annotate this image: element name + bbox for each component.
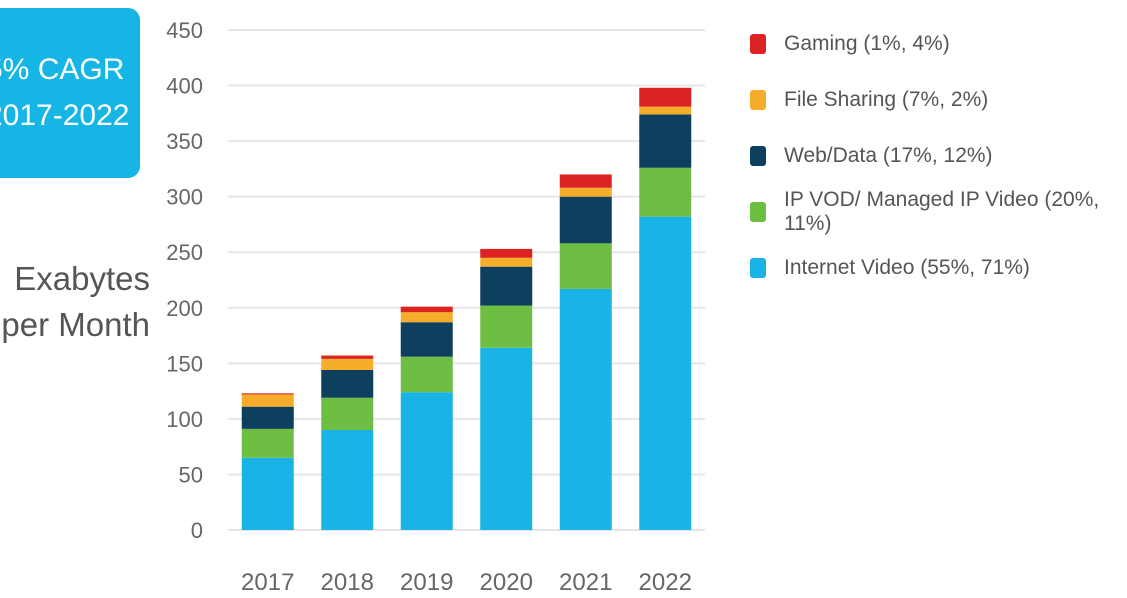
cagr-badge-line2: 2017-2022	[0, 99, 130, 132]
y-tick-label: 450	[166, 18, 203, 43]
legend-item-internet-video: Internet Video (55%, 71%)	[750, 240, 1127, 296]
bar-segment	[480, 305, 533, 348]
legend-label: File Sharing (7%, 2%)	[784, 88, 989, 111]
legend-swatch	[750, 34, 766, 54]
legend-swatch	[750, 258, 766, 278]
x-tick-label: 2021	[559, 569, 612, 596]
bar-segment	[480, 347, 533, 530]
legend-label: Internet Video (55%, 71%)	[784, 256, 1030, 279]
legend-swatch	[750, 202, 766, 222]
cagr-badge: 5% CAGR 2017-2022	[0, 8, 140, 178]
bar-segment	[241, 428, 294, 458]
x-tick-label: 2018	[321, 569, 374, 596]
y-axis-label: Exabytes per Month	[0, 256, 150, 348]
legend-label: Web/Data (17%, 12%)	[784, 144, 993, 167]
legend-item-ip-vod: IP VOD/ Managed IP Video (20%, 11%)	[750, 184, 1127, 240]
bar-segment	[241, 393, 294, 395]
y-tick-label: 400	[166, 74, 203, 99]
y-tick-label: 50	[179, 462, 203, 487]
y-tick-label: 100	[166, 407, 203, 432]
bar-segment	[400, 306, 453, 313]
y-tick-label: 200	[166, 296, 203, 321]
bar-segment	[241, 394, 294, 407]
bar-segment	[321, 355, 374, 359]
legend-item-file-sharing: File Sharing (7%, 2%)	[750, 72, 1127, 128]
x-tick-label: 2019	[400, 569, 453, 596]
stacked-bar-chart: 0 50 100 150 200 250 300 350 400 450 2017 2018 2019 2…	[166, 18, 705, 596]
bar-segment	[480, 257, 533, 267]
bar-segment	[480, 248, 533, 258]
y-tick-label: 150	[166, 351, 203, 376]
x-tick-label: 2020	[480, 569, 533, 596]
bar-segment	[639, 216, 692, 530]
y-tick-label: 300	[166, 185, 203, 210]
x-tick-label: 2022	[639, 569, 692, 596]
y-tick-label: 250	[166, 240, 203, 265]
bar-segment	[400, 312, 453, 323]
bar-segment	[241, 406, 294, 429]
legend-label: IP VOD/ Managed IP Video (20%, 11%)	[784, 188, 1100, 235]
y-axis-label-line1: Exabytes	[14, 260, 150, 297]
bar-segment	[639, 114, 692, 168]
bar-segment	[559, 196, 612, 244]
bar-segment	[559, 288, 612, 530]
bar-segment	[241, 457, 294, 530]
legend-item-gaming: Gaming (1%, 4%)	[750, 16, 1127, 72]
bar-segment	[321, 358, 374, 370]
bar-segment	[321, 370, 374, 398]
bar-segment	[559, 187, 612, 197]
cagr-badge-line1: 5% CAGR	[0, 53, 125, 86]
bar-segment	[480, 266, 533, 306]
legend-label: Gaming (1%, 4%)	[784, 32, 950, 55]
bar-segment	[639, 87, 692, 107]
bar-segment	[400, 322, 453, 357]
x-tick-label: 2017	[241, 569, 294, 596]
bar-segment	[321, 397, 374, 430]
bar-segment	[639, 106, 692, 115]
bar-segment	[400, 356, 453, 393]
bar-segment	[559, 243, 612, 289]
legend-item-web-data: Web/Data (17%, 12%)	[750, 128, 1127, 184]
y-tick-label: 350	[166, 129, 203, 154]
legend-swatch	[750, 90, 766, 110]
bar-segment	[321, 430, 374, 530]
legend-swatch	[750, 146, 766, 166]
bar-segment	[639, 167, 692, 217]
y-axis-label-line2: per Month	[1, 306, 150, 343]
bar-segment	[559, 174, 612, 188]
bar-segment	[400, 392, 453, 530]
y-tick-label: 0	[191, 518, 203, 543]
legend: Gaming (1%, 4%) File Sharing (7%, 2%) We…	[750, 16, 1127, 296]
